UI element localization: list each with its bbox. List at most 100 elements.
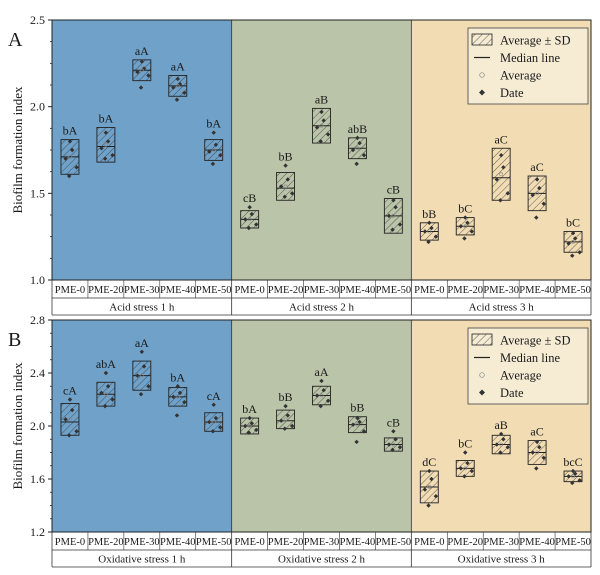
x-category-label: PME-50 (555, 537, 591, 548)
average-marker (391, 442, 396, 447)
data-point (573, 471, 578, 476)
data-point (325, 398, 331, 404)
data-point (530, 192, 535, 198)
legend-frame (467, 27, 589, 105)
data-point (321, 388, 326, 393)
x-group-label: Oxidative stress 3 h (458, 554, 546, 566)
significance-label: cA (63, 384, 77, 398)
box-pme-30-a2: aB (312, 92, 331, 144)
data-point (386, 442, 392, 447)
average-marker (499, 172, 504, 177)
data-point (141, 66, 147, 71)
y-axis-title: Biofilm formation index (10, 362, 25, 490)
average-marker (211, 148, 216, 152)
data-point (355, 415, 360, 421)
average-marker (319, 393, 324, 398)
data-point (361, 429, 367, 434)
data-point (354, 161, 359, 167)
box-pme-50-a2: cB (383, 183, 403, 234)
average-marker (68, 417, 72, 422)
data-point (103, 370, 109, 376)
data-point (278, 418, 284, 423)
data-point (350, 147, 356, 153)
data-point (139, 59, 145, 64)
x-category-label: PME-0 (55, 537, 85, 548)
data-point (146, 73, 151, 78)
legend-label: Average (500, 369, 542, 383)
x-group-label: Acid stress 1 h (109, 302, 175, 314)
x-category-label: PME-20 (268, 285, 304, 296)
data-point (213, 415, 219, 421)
box-pme-30-b1: aA (132, 336, 152, 397)
y-axis-title: Biofilm formation index (10, 86, 25, 214)
data-point (63, 156, 68, 161)
data-point (213, 142, 219, 147)
data-point (246, 225, 252, 231)
box-pme-20-a2: bB (276, 150, 296, 201)
legend-swatch-date (479, 389, 485, 396)
data-point (422, 487, 428, 492)
average-marker (211, 420, 216, 424)
data-point (354, 439, 359, 445)
significance-label: bA (242, 402, 257, 416)
box-pme-30-a1: aA (132, 44, 152, 90)
average-marker (175, 83, 180, 88)
significance-label: bC (458, 202, 472, 216)
box-pme-40-a3: aC (527, 160, 547, 220)
x-category-label: PME-30 (483, 285, 519, 296)
significance-label: cB (243, 191, 256, 205)
significance-label: aC (530, 425, 543, 439)
legend-swatch-average (479, 72, 485, 78)
box-pme-0-a3: bB (419, 207, 439, 245)
data-point (426, 239, 431, 245)
x-category-label: PME-30 (304, 285, 340, 296)
data-point (570, 480, 575, 486)
data-point (135, 69, 140, 75)
data-point (393, 437, 398, 442)
x-group-label: Acid stress 2 h (289, 302, 355, 314)
data-point (247, 415, 252, 421)
data-point (422, 229, 428, 234)
legend: Average ± SD Median line Average Date (467, 27, 589, 105)
group-background (231, 320, 412, 532)
data-point (494, 177, 499, 182)
legend-label: Median line (500, 351, 561, 365)
significance-label: dC (422, 455, 436, 469)
legend: Average ± SD Median line Average Date (467, 327, 589, 405)
data-point (465, 220, 470, 225)
x-category-label: PME-40 (519, 537, 555, 548)
data-point (534, 439, 540, 445)
data-point (138, 392, 144, 397)
data-point (175, 384, 180, 389)
data-point (391, 198, 396, 203)
legend-swatch-date (479, 89, 485, 96)
data-point (69, 147, 75, 153)
data-point (285, 413, 290, 418)
data-point (74, 165, 79, 170)
data-point (498, 153, 504, 158)
box-pme-30-a3: aC (491, 132, 511, 203)
data-point (314, 393, 320, 398)
box-pme-50-a1: bA (204, 117, 224, 167)
x-category-label: PME-30 (124, 285, 160, 296)
data-point (254, 427, 259, 433)
x-group-label: Oxidative stress 1 h (98, 554, 186, 566)
data-point (458, 466, 464, 471)
data-point (247, 205, 252, 210)
data-point (218, 153, 223, 158)
data-point (182, 399, 187, 405)
significance-label: bA (63, 124, 78, 138)
box-pme-50-a3: bC (563, 215, 583, 258)
data-point (325, 132, 331, 137)
significance-label: aA (315, 365, 329, 379)
data-point (174, 413, 180, 418)
data-point (175, 76, 180, 82)
legend-label: Date (500, 386, 524, 400)
data-point (357, 140, 362, 146)
data-point (386, 213, 392, 219)
data-point (207, 149, 212, 154)
data-point (537, 185, 542, 191)
data-point (433, 494, 439, 499)
x-category-label: PME-40 (340, 537, 376, 548)
data-point (314, 125, 320, 130)
